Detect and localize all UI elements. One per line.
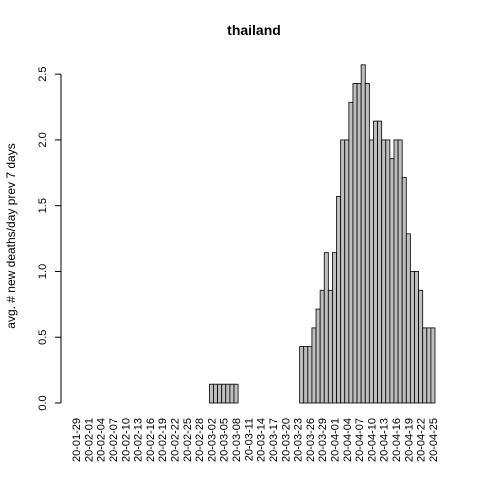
x-tick-label-20-01-29: 20-01-29: [71, 418, 83, 462]
x-tick-label-20-03-29: 20-03-29: [317, 418, 329, 462]
x-tick-label-20-03-11: 20-03-11: [243, 418, 255, 461]
x-tick-label-20-04-01: 20-04-01: [329, 418, 341, 462]
x-tick-label-20-02-10: 20-02-10: [120, 418, 132, 462]
y-axis-label: avg. # new deaths/day prev 7 days: [4, 143, 18, 328]
bar-20-04-05: [348, 101, 354, 404]
bar-20-04-12: [377, 120, 383, 404]
x-tick-label-20-02-13: 20-02-13: [133, 418, 145, 462]
bar-20-03-29: [319, 289, 325, 404]
y-tick-label-0.0: 0.0: [37, 395, 49, 410]
x-tick-label-20-03-20: 20-03-20: [280, 418, 292, 462]
x-tick-label-20-02-01: 20-02-01: [83, 418, 95, 462]
bar-20-03-31: [327, 289, 333, 404]
y-axis: 0.0 0.5 1.0 1.5 2.0 2.5: [37, 67, 62, 411]
bar-20-03-08: [233, 383, 239, 404]
bar-20-04-19: [405, 233, 411, 404]
bar-20-04-10: [368, 139, 374, 404]
bar-20-04-11: [373, 120, 378, 404]
bar-20-04-14: [385, 139, 391, 404]
y-tick-label-1.0: 1.0: [37, 264, 49, 279]
x-tick-label-20-04-19: 20-04-19: [403, 418, 415, 462]
bar-20-04-02: [336, 195, 342, 404]
bar-20-04-03: [340, 139, 346, 404]
bar-20-03-04: [217, 383, 223, 404]
bar-20-03-28: [315, 308, 321, 404]
x-tick-label-20-04-16: 20-04-16: [391, 418, 403, 462]
bar-20-03-07: [229, 383, 235, 404]
x-axis: 20-01-29 20-02-01 20-02-04 20-02-07 20-02-10…: [71, 418, 440, 462]
bar-20-04-07: [356, 83, 362, 404]
bar-20-04-04: [344, 139, 350, 404]
x-tick-label-20-02-22: 20-02-22: [170, 418, 182, 462]
bar-20-04-08: [360, 64, 366, 404]
bar-20-04-21: [414, 271, 419, 404]
bar-20-04-15: [389, 158, 395, 404]
x-tick-label-20-03-02: 20-03-02: [206, 418, 218, 462]
bar-20-04-23: [422, 327, 428, 404]
bar-20-04-09: [364, 83, 370, 404]
bar-20-04-01: [332, 252, 337, 404]
x-tick-label-20-03-17: 20-03-17: [268, 418, 280, 462]
bar-20-03-25: [303, 346, 309, 404]
bar-20-04-20: [409, 271, 415, 404]
x-tick-label-20-02-04: 20-02-04: [96, 418, 108, 462]
bar-20-03-26: [307, 346, 313, 404]
chart-title: thailand: [227, 22, 281, 38]
y-tick-label-2.0: 2.0: [37, 132, 49, 147]
bar-20-04-06: [352, 83, 358, 404]
x-tick-label-20-04-07: 20-04-07: [354, 418, 366, 462]
x-tick-label-20-03-05: 20-03-05: [219, 418, 231, 462]
bar-20-04-25: [430, 327, 436, 404]
y-tick-label-2.5: 2.5: [37, 67, 49, 82]
x-tick-label-20-03-23: 20-03-23: [293, 418, 305, 462]
y-tick-label-0.5: 0.5: [37, 330, 49, 345]
x-tick-label-20-04-04: 20-04-04: [342, 418, 354, 462]
bar-20-04-18: [401, 177, 407, 404]
bar-20-03-02: [208, 383, 214, 404]
bar-20-03-06: [225, 383, 231, 404]
x-tick-label-20-04-22: 20-04-22: [416, 418, 428, 462]
x-tick-label-20-03-14: 20-03-14: [256, 418, 268, 462]
x-tick-label-20-02-28: 20-02-28: [194, 418, 206, 462]
bar-20-04-24: [426, 327, 432, 404]
bar-20-04-13: [381, 139, 387, 404]
bars-group: [208, 64, 436, 404]
bar-20-03-24: [299, 346, 305, 404]
bar-20-04-22: [418, 289, 424, 404]
y-tick-label-1.5: 1.5: [37, 198, 49, 213]
x-tick-label-20-03-26: 20-03-26: [305, 418, 317, 462]
x-tick-label-20-02-16: 20-02-16: [145, 418, 157, 462]
bar-20-04-16: [393, 139, 399, 404]
x-tick-label-20-02-19: 20-02-19: [157, 418, 169, 462]
bar-20-04-17: [397, 139, 403, 404]
x-tick-label-20-02-07: 20-02-07: [108, 418, 120, 462]
x-tick-label-20-04-25: 20-04-25: [428, 418, 440, 462]
x-tick-label-20-04-10: 20-04-10: [366, 418, 378, 462]
bar-20-03-27: [311, 327, 317, 404]
bar-20-03-05: [221, 383, 227, 404]
x-tick-label-20-02-25: 20-02-25: [182, 418, 194, 462]
x-tick-label-20-03-08: 20-03-08: [231, 418, 243, 462]
bar-20-03-03: [213, 383, 218, 404]
x-tick-label-20-04-13: 20-04-13: [379, 418, 391, 462]
bar-20-03-30: [323, 252, 329, 404]
